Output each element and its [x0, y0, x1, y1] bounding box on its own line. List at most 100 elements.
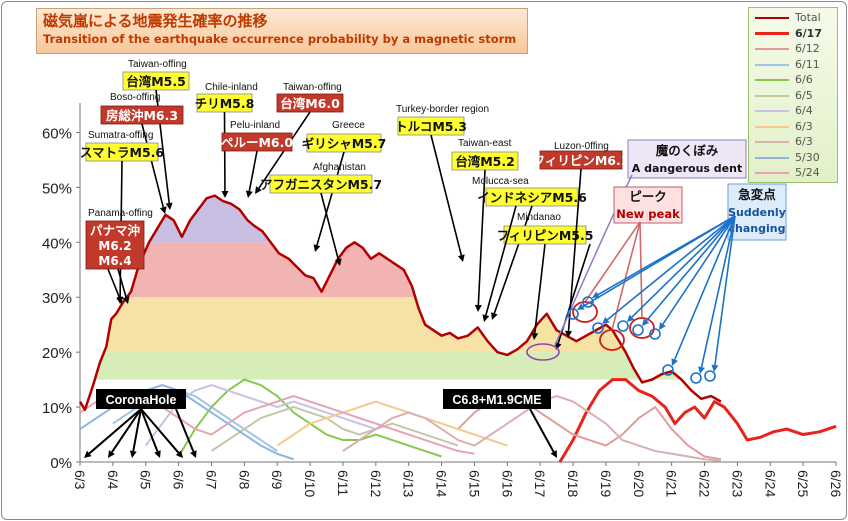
- arrow-molucca-2-head: [482, 314, 490, 322]
- legend-item: 6/12: [753, 41, 837, 57]
- sudden-marker-8: [704, 370, 716, 382]
- y-tick-label: 40%: [42, 235, 72, 252]
- x-tick-label: 6/25: [795, 470, 811, 497]
- x-tick-label: 6/19: [598, 470, 614, 497]
- arrow-greece-head: [313, 244, 321, 252]
- legend-item: 6/3: [753, 119, 837, 135]
- sudden-marker-2: [592, 322, 604, 334]
- label-luzon-offing-tag: フィリピンM6.1: [533, 153, 630, 168]
- y-tick-label: 20%: [42, 345, 72, 362]
- label-panama-m62: M6.2: [98, 239, 131, 253]
- coronahole-arrow-0-head: [84, 450, 92, 458]
- label-sumatra-offing-region: Sumatra-offing: [88, 130, 153, 141]
- legend-item: 6/17: [753, 26, 837, 42]
- label-boso-offing-tag: 房総沖M6.3: [106, 108, 178, 123]
- arrow-pelu-inland: [248, 150, 258, 192]
- label-taiwan-offing-1-region: Taiwan-offing: [128, 59, 187, 70]
- peak-label-japanese: ピーク: [629, 189, 667, 204]
- arrow-taiwan-east-head: [474, 304, 482, 312]
- peak-marker-2: [629, 317, 655, 339]
- arrow-turkey-border: [430, 134, 463, 256]
- arrow-mindanao-head: [531, 332, 539, 340]
- sudden-marker-3: [617, 320, 629, 332]
- coronahole-arrow-2-head: [129, 450, 137, 458]
- legend-item: 6/4: [753, 103, 837, 119]
- legend-item: 6/6: [753, 72, 837, 88]
- label-pelu-inland-tag: ペルーM6.0: [221, 135, 293, 150]
- sudden-arrow-8: [714, 215, 736, 366]
- peak-marker-0: [572, 301, 598, 323]
- legend-label: 6/11: [795, 57, 820, 71]
- label-panama-offing-region: Panama-offing: [88, 208, 153, 219]
- coronahole-arrow-5-head: [190, 450, 197, 458]
- y-tick-label: 50%: [42, 180, 72, 197]
- arrow-pelu-inland-head: [245, 190, 253, 198]
- series-line-65: [210, 406, 459, 452]
- dent-marker: [526, 343, 560, 361]
- x-tick-label: 6/5: [138, 470, 154, 490]
- sudden-arrow-4: [645, 215, 736, 322]
- label-taiwan-east-tag: 台湾M5.2: [455, 154, 515, 169]
- dent-label-bg: [627, 139, 747, 179]
- legend-label: 6/6: [795, 73, 813, 86]
- dent-label-english: A dangerous dent: [632, 162, 742, 175]
- sudden-arrow-7: [700, 215, 736, 368]
- dent-label-japanese: 魔のくぼみ: [656, 143, 719, 158]
- legend-swatch: [755, 48, 789, 50]
- sudden-marker-6: [662, 364, 674, 376]
- y-tick-label: 0%: [50, 455, 72, 472]
- label-afghanistan-region: Afghanistan: [313, 162, 366, 173]
- sudden-arrow-5: [662, 215, 736, 325]
- coronahole-arrow-3-head: [154, 450, 161, 458]
- label-mindanao-region: Mindanao: [517, 212, 561, 223]
- annotations: Taiwan-offing 台湾M5.5 Boso-offing 房総沖M6.3 Sum…: [80, 59, 787, 458]
- legend-label: 5/30: [795, 150, 820, 164]
- coronahole-arrow-1-head: [108, 450, 115, 458]
- sudden-marker-0: [567, 308, 579, 320]
- probability-band-0: [80, 352, 721, 380]
- arrow-panama-2: [117, 268, 127, 298]
- coronahole-label-bg: [96, 389, 186, 409]
- x-tick-label: 6/20: [631, 470, 647, 497]
- legend-label: 6/5: [795, 88, 813, 102]
- label-panama-m64: M6.4: [98, 254, 131, 268]
- x-tick-label: 6/4: [105, 470, 121, 490]
- sudden-arrow-8-head: [711, 364, 719, 372]
- cme-label: C6.8+M1.9CME: [452, 393, 541, 407]
- legend-label: 6/4: [795, 104, 813, 117]
- legend-label: 5/24: [795, 166, 820, 179]
- legend-label: 6/3: [795, 135, 813, 148]
- sudden-arrow-7-head: [698, 366, 705, 374]
- label-pelu-inland-region: Pelu-inland: [230, 120, 280, 131]
- sudden-marker-7: [690, 372, 702, 384]
- sudden-label-japanese: 急変点: [738, 187, 776, 202]
- sudden-arrow-4-head: [642, 318, 650, 326]
- sudden-arrow-2-head: [602, 316, 610, 324]
- sudden-arrow-3-head: [627, 314, 635, 322]
- label-greece-region: Greece: [332, 120, 365, 131]
- chart-title-japanese: 磁気嵐による地震発生確率の推移: [43, 12, 268, 30]
- arrow-panama-1: [107, 268, 121, 298]
- coronahole-arrow-4: [140, 408, 180, 454]
- x-tick-label: 6/10: [302, 470, 318, 497]
- label-afghanistan-tag: アフガニスタンM5.7: [260, 177, 382, 192]
- coronahole-arrow-0: [88, 408, 142, 455]
- legend-swatch: [755, 156, 789, 159]
- x-tick-label: 6/26: [828, 470, 844, 497]
- arrow-luzon-offing-head: [565, 330, 573, 338]
- sudden-marker-5: [649, 328, 661, 340]
- arrow-panama-1-head: [116, 296, 123, 304]
- label-taiwan-offing-2-region: Taiwan-offing: [283, 82, 342, 93]
- chart-title-box: 磁気嵐による地震発生確率の推移 Transition of the earthq…: [36, 8, 528, 54]
- legend-swatch: [755, 110, 789, 112]
- arrow-turkey-border-head: [457, 254, 465, 262]
- series-line-total: [78, 194, 722, 412]
- label-luzon-offing-region: Luzon-0ffing: [554, 141, 609, 152]
- label-greece-tag: ギリシャM5.7: [302, 136, 387, 151]
- arrow-boso-offing: [141, 123, 165, 208]
- x-tick-label: 6/22: [697, 470, 713, 497]
- sudden-arrow-5-head: [659, 322, 666, 330]
- coronahole-arrow-4-head: [175, 450, 183, 458]
- legend-label: 6/12: [795, 42, 820, 55]
- coronahole-arrow-3: [140, 408, 159, 452]
